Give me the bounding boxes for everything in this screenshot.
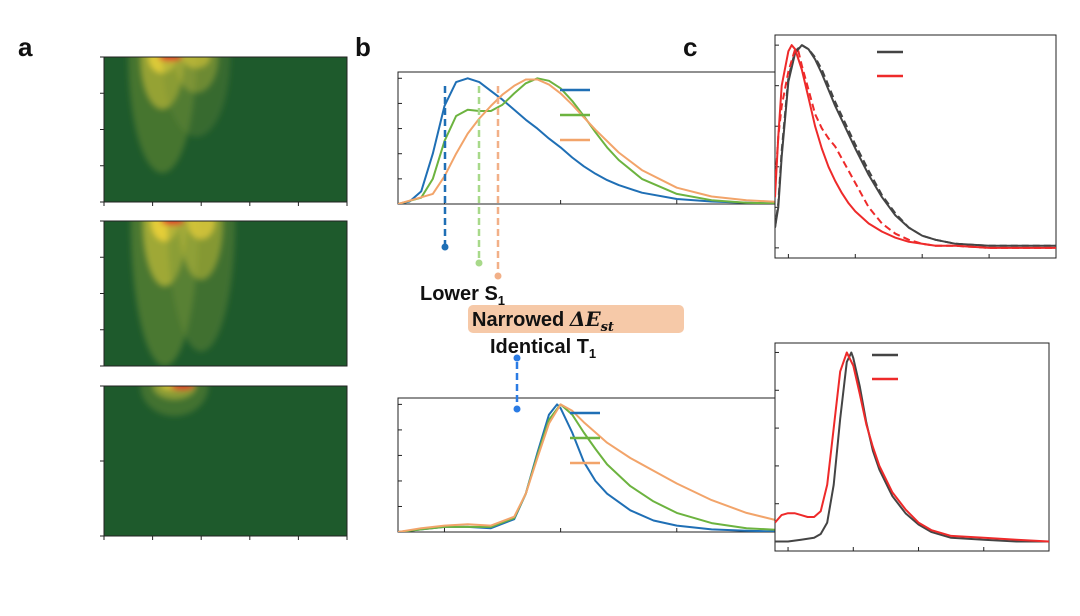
peak-hot-spot [158, 57, 183, 61]
series-line--pvp [398, 77, 851, 204]
series-group [398, 77, 851, 204]
panel-label-c: c [683, 32, 697, 62]
dot-paa [494, 272, 502, 280]
series-group [775, 351, 1049, 543]
series-line--paa [398, 403, 851, 532]
heatmap-glow [140, 386, 209, 416]
heatmap-pva [100, 56, 348, 206]
dot-t1-top [513, 354, 521, 362]
panel-label-b: b [355, 32, 371, 62]
dot-pva [441, 243, 449, 251]
heatmap-paa [100, 385, 348, 540]
series-line-purified-acf [775, 351, 1049, 543]
panel-label-a: a [18, 32, 33, 62]
peak-1-mid [179, 221, 224, 280]
plot-acf-bottom [774, 342, 1050, 552]
plot-frame [774, 34, 1057, 259]
heatmap-glow [128, 57, 231, 173]
series-group [775, 44, 1056, 249]
series-line--pva [398, 77, 851, 204]
narrowed-highlight [468, 305, 684, 333]
peak-1-inner [182, 57, 211, 69]
peak-hot-spot [170, 386, 195, 390]
dot-t1-bottom [513, 405, 521, 413]
heatmap-background [104, 386, 347, 536]
plot-acf-top [774, 34, 1057, 259]
dot-pvp [475, 259, 483, 267]
series-line--pvp [398, 403, 851, 532]
series-line-dashed-3 [775, 48, 1056, 249]
peak-1-mid [174, 57, 219, 93]
heatmap-pvp [100, 220, 348, 367]
heatmap-glow [130, 221, 236, 366]
series-line-dashed-1 [775, 44, 1056, 247]
energy-annotations: Lower S1 Narrowed ΔEst Identical T1 [420, 86, 684, 413]
peak-hot-spot [160, 221, 185, 225]
peak-1-inner [187, 221, 216, 240]
identical-t1-label: Identical T1 [490, 336, 596, 361]
narrowed-label: Narrowed ΔEst [472, 307, 614, 335]
lower-s1-label: Lower S1 [420, 283, 505, 308]
series-group [398, 403, 851, 532]
series-line--paa [398, 78, 851, 204]
series-line-commercial-acf [775, 351, 1049, 543]
